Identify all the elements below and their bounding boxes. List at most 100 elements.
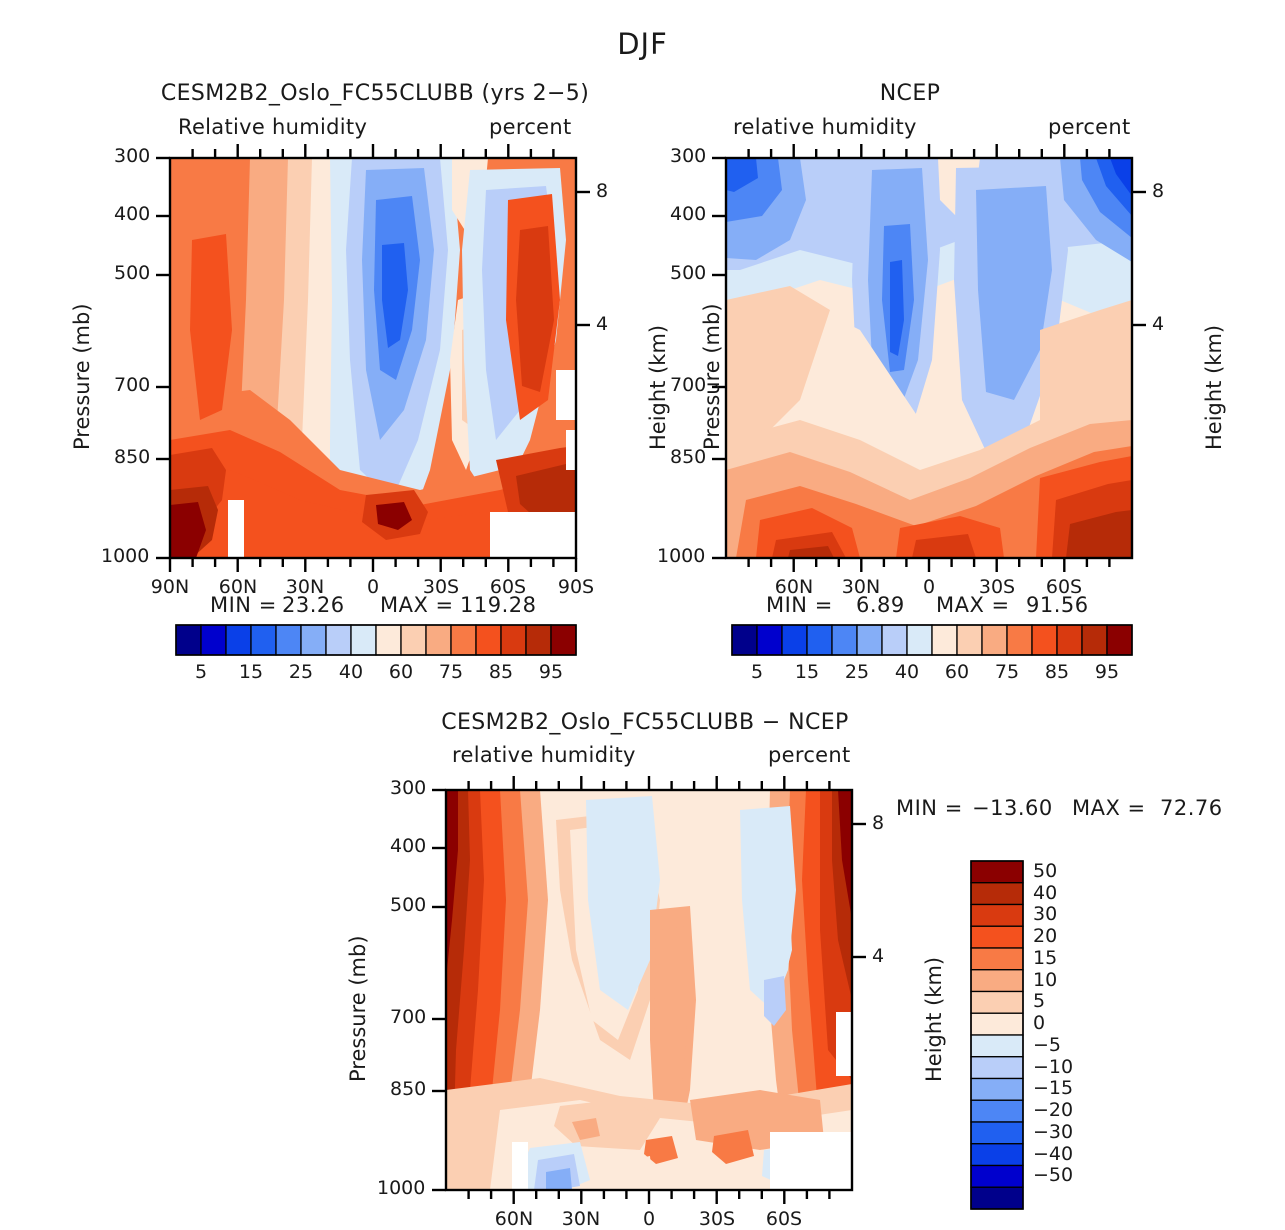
diff-xtick-60S: 60S xyxy=(765,1208,803,1230)
obs-ytick-500: 500 xyxy=(670,262,707,284)
model-xtick-0: 0 xyxy=(366,576,380,598)
diff-height-tick-4: 4 xyxy=(872,945,885,967)
model-height-ticks xyxy=(576,190,590,327)
diff-height-ticks xyxy=(852,822,866,959)
colorbar-tick-label: 95 xyxy=(1094,661,1120,683)
colorbar-tick-label: 15 xyxy=(1033,946,1058,969)
diff-panel-title: CESM2B2_Oslo_FC55CLUBB − NCEP xyxy=(441,710,849,735)
model-ytick-300: 300 xyxy=(114,145,151,167)
diff-contour-field xyxy=(446,790,852,1190)
diff-ytick-500: 500 xyxy=(390,894,427,916)
colorbar-cell xyxy=(781,624,808,656)
colorbar-tick-label: 25 xyxy=(288,661,314,683)
obs-ytick-700: 700 xyxy=(670,374,707,396)
diff-y-ticks xyxy=(432,788,446,1192)
obs-colorbar[interactable] xyxy=(0,0,1285,700)
colorbar-tick-label: 85 xyxy=(488,661,514,683)
colorbar-tick-label: −40 xyxy=(1033,1142,1074,1165)
model-ytick-850: 850 xyxy=(114,446,151,468)
colorbar-tick-label: −20 xyxy=(1033,1099,1074,1122)
obs-height-tick-8: 8 xyxy=(1152,180,1165,202)
obs-x-ticks-top xyxy=(747,144,1111,158)
colorbar-cell xyxy=(970,1056,1024,1080)
colorbar-tick-label: 15 xyxy=(794,661,820,683)
obs-xtick-0: 0 xyxy=(922,576,936,598)
model-x-ticks-top xyxy=(191,144,555,158)
colorbar-cell xyxy=(350,624,377,656)
colorbar-cell xyxy=(425,624,452,656)
obs-panel-title: NCEP xyxy=(879,81,941,106)
model-ytick-500: 500 xyxy=(114,262,151,284)
colorbar-tick-label: 40 xyxy=(338,661,364,683)
diff-min-label: MIN = xyxy=(896,796,963,820)
obs-max-value: 91.56 xyxy=(1026,593,1089,617)
model-y-ticks xyxy=(156,156,170,560)
colorbar-cell xyxy=(970,1143,1024,1167)
colorbar-tick-label: −5 xyxy=(1033,1033,1062,1056)
model-min-value: 23.26 xyxy=(282,593,345,617)
diff-ytick-1000: 1000 xyxy=(377,1177,426,1199)
model-x-ticks xyxy=(168,558,578,572)
colorbar-tick-label: 95 xyxy=(538,661,564,683)
colorbar-tick-label: 0 xyxy=(1033,1012,1046,1035)
model-min-label: MIN = xyxy=(210,593,277,617)
diff-units-label: percent xyxy=(768,743,851,767)
colorbar-cell xyxy=(970,1099,1024,1123)
obs-ytick-400: 400 xyxy=(670,203,707,225)
obs-y-ticks xyxy=(712,156,726,560)
diff-max-label: MAX = xyxy=(1072,796,1146,820)
model-xtick-30N: 30N xyxy=(285,576,325,598)
colorbar-tick-label: 75 xyxy=(994,661,1020,683)
colorbar-tick-label: 25 xyxy=(844,661,870,683)
colorbar-cell xyxy=(970,1012,1024,1036)
diff-ytick-700: 700 xyxy=(390,1006,427,1028)
colorbar-frame xyxy=(731,624,1133,656)
colorbar-cell xyxy=(970,947,1024,971)
obs-xtick-30S: 30S xyxy=(978,576,1016,598)
model-xtick-90N: 90N xyxy=(150,576,190,598)
colorbar-tick-label: 60 xyxy=(944,661,970,683)
season-title: DJF xyxy=(617,27,668,61)
obs-x-ticks xyxy=(747,558,1111,572)
obs-xtick-60S: 60S xyxy=(1045,576,1083,598)
obs-plot xyxy=(0,0,1285,600)
model-units-label: percent xyxy=(489,115,572,139)
diff-max-value: 72.76 xyxy=(1160,796,1223,820)
colorbar-tick-label: 10 xyxy=(1033,968,1058,991)
model-ytick-1000: 1000 xyxy=(101,545,150,567)
colorbar-cell xyxy=(970,1034,1024,1058)
model-variable-label: Relative humidity xyxy=(178,115,368,139)
colorbar-cell xyxy=(970,925,1024,949)
colorbar-tick-label: 20 xyxy=(1033,925,1058,948)
obs-ytick-850: 850 xyxy=(670,446,707,468)
colorbar-cell xyxy=(970,1164,1024,1188)
obs-contour-field xyxy=(726,158,1132,558)
colorbar-tick-label: 5 xyxy=(1033,990,1046,1013)
colorbar-tick-label: 50 xyxy=(1033,859,1058,882)
model-xtick-30S: 30S xyxy=(422,576,460,598)
model-max-label: MAX = xyxy=(380,593,454,617)
model-contour-field xyxy=(170,158,576,558)
obs-units-label: percent xyxy=(1048,115,1131,139)
colorbar-cell xyxy=(475,624,502,656)
diff-xtick-0: 0 xyxy=(642,1208,656,1230)
model-colorbar[interactable] xyxy=(0,0,640,700)
diff-x-ticks-top xyxy=(467,776,831,790)
diff-height-tick-8: 8 xyxy=(872,812,885,834)
model-ytick-700: 700 xyxy=(114,374,151,396)
diff-min-value: −13.60 xyxy=(972,796,1053,820)
model-max-value: 119.28 xyxy=(460,593,537,617)
model-xtick-60N: 60N xyxy=(218,576,258,598)
colorbar-tick-label: 5 xyxy=(750,661,764,683)
model-height-tick-8: 8 xyxy=(596,180,609,202)
diff-ytick-850: 850 xyxy=(390,1078,427,1100)
obs-variable-label: relative humidity xyxy=(733,115,917,139)
colorbar-tick-label: −15 xyxy=(1033,1077,1074,1100)
colorbar-cell xyxy=(806,624,833,656)
colorbar-frame xyxy=(175,624,577,656)
obs-height-ticks xyxy=(1132,190,1146,327)
colorbar-tick-label: 30 xyxy=(1033,903,1058,926)
model-panel-title: CESM2B2_Oslo_FC55CLUBB (yrs 2−5) xyxy=(160,81,590,106)
